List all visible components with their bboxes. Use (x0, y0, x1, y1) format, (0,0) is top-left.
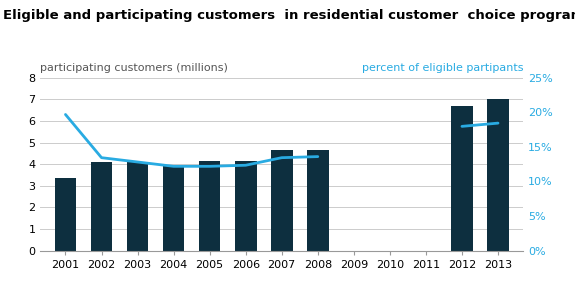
Bar (487, 99, 509, 251)
Bar (271, 150, 293, 251)
Bar (126, 162, 148, 251)
Bar (199, 161, 220, 251)
Text: participating customers (millions): participating customers (millions) (40, 63, 228, 73)
Bar (91, 162, 112, 251)
Bar (163, 166, 185, 251)
Text: percent of eligible partipants: percent of eligible partipants (362, 63, 523, 73)
Text: Eligible and participating customers  in residential customer  choice programs: Eligible and participating customers in … (3, 9, 575, 22)
Bar (235, 161, 256, 251)
Bar (451, 106, 473, 251)
Bar (55, 178, 76, 251)
Bar (307, 150, 328, 251)
